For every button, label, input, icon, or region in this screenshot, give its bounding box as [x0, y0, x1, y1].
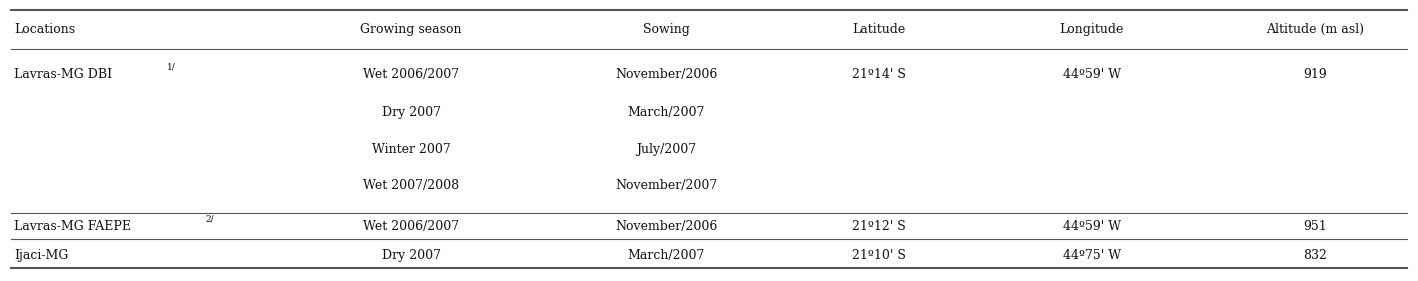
- Text: March/2007: March/2007: [628, 106, 705, 119]
- Text: Wet 2006/2007: Wet 2006/2007: [363, 68, 459, 81]
- Text: Winter 2007: Winter 2007: [372, 142, 451, 156]
- Text: Locations: Locations: [14, 23, 75, 36]
- Text: 21º10' S: 21º10' S: [852, 249, 906, 262]
- Text: Longitude: Longitude: [1059, 23, 1124, 36]
- Text: Growing season: Growing season: [360, 23, 462, 36]
- Text: 2/: 2/: [206, 214, 214, 223]
- Text: Wet 2007/2008: Wet 2007/2008: [363, 179, 459, 192]
- Text: Ijaci-MG: Ijaci-MG: [14, 249, 68, 262]
- Text: 21º14' S: 21º14' S: [852, 68, 906, 81]
- Text: 44º75' W: 44º75' W: [1064, 249, 1120, 262]
- Text: Lavras-MG DBI: Lavras-MG DBI: [14, 68, 112, 81]
- Text: Dry 2007: Dry 2007: [381, 249, 441, 262]
- Text: 832: 832: [1303, 249, 1327, 262]
- Text: 951: 951: [1303, 219, 1327, 232]
- Text: March/2007: March/2007: [628, 249, 705, 262]
- Text: Lavras-MG FAEPE: Lavras-MG FAEPE: [14, 219, 132, 232]
- Text: 44º59' W: 44º59' W: [1064, 219, 1120, 232]
- Text: July/2007: July/2007: [637, 142, 696, 156]
- Text: 1/: 1/: [167, 63, 176, 72]
- Text: Wet 2006/2007: Wet 2006/2007: [363, 219, 459, 232]
- Text: 21º12' S: 21º12' S: [852, 219, 906, 232]
- Text: 919: 919: [1303, 68, 1327, 81]
- Text: November/2007: November/2007: [615, 179, 718, 192]
- Text: Altitude (m asl): Altitude (m asl): [1266, 23, 1364, 36]
- Text: Dry 2007: Dry 2007: [381, 106, 441, 119]
- Text: Latitude: Latitude: [852, 23, 906, 36]
- Text: 44º59' W: 44º59' W: [1064, 68, 1120, 81]
- Text: November/2006: November/2006: [615, 68, 718, 81]
- Text: Sowing: Sowing: [642, 23, 691, 36]
- Text: November/2006: November/2006: [615, 219, 718, 232]
